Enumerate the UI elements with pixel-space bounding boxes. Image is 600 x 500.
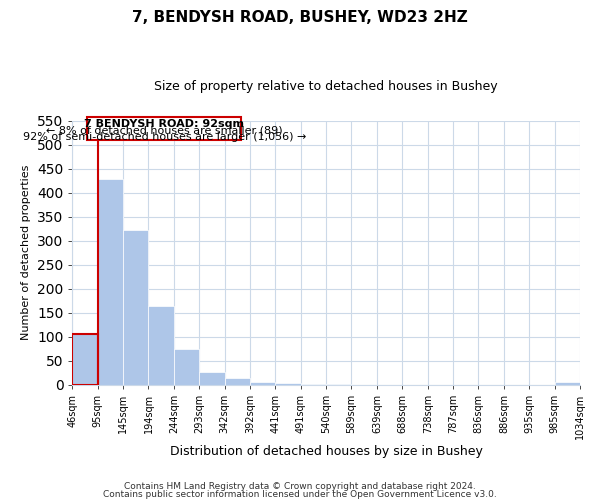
Bar [250,382,275,384]
Bar [224,378,250,384]
Y-axis label: Number of detached properties: Number of detached properties [22,165,31,340]
Text: Contains HM Land Registry data © Crown copyright and database right 2024.: Contains HM Land Registry data © Crown c… [124,482,476,491]
Bar [174,348,199,384]
Bar [124,230,148,384]
Bar [555,382,580,384]
Bar [73,334,98,384]
Bar [275,383,301,384]
Text: Contains public sector information licensed under the Open Government Licence v3: Contains public sector information licen… [103,490,497,499]
Bar [148,306,173,384]
Title: Size of property relative to detached houses in Bushey: Size of property relative to detached ho… [154,80,498,93]
Bar [88,116,241,140]
Text: 92% of semi-detached houses are larger (1,056) →: 92% of semi-detached houses are larger (… [23,132,306,142]
Bar [98,179,123,384]
Bar [73,334,98,384]
Text: 7 BENDYSH ROAD: 92sqm: 7 BENDYSH ROAD: 92sqm [85,118,244,128]
Text: 7, BENDYSH ROAD, BUSHEY, WD23 2HZ: 7, BENDYSH ROAD, BUSHEY, WD23 2HZ [132,10,468,25]
X-axis label: Distribution of detached houses by size in Bushey: Distribution of detached houses by size … [170,444,482,458]
Text: ← 8% of detached houses are smaller (89): ← 8% of detached houses are smaller (89) [46,126,283,136]
Bar [199,372,224,384]
